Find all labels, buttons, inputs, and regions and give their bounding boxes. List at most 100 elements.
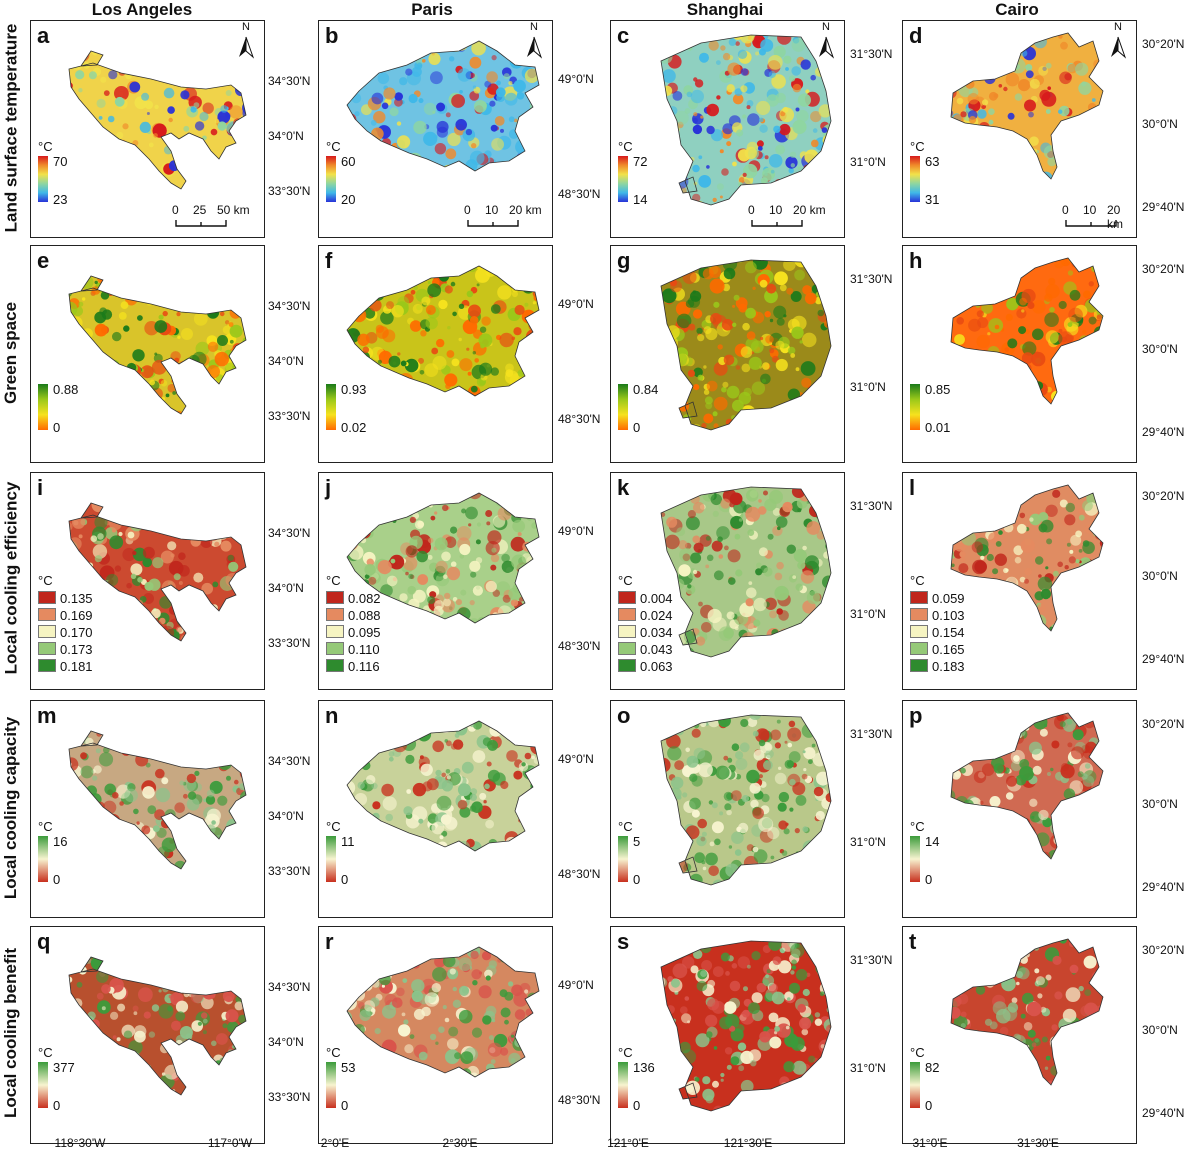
panel-letter: k	[617, 475, 630, 500]
latitude-label: 30°0'N	[1142, 1023, 1178, 1037]
map-panel-i: i °C 0.135 0.169 0.170 0.173 0.181	[30, 472, 265, 690]
class-swatch	[38, 659, 56, 672]
class-value: 0.043	[640, 642, 673, 657]
efficiency-class: 0.110	[326, 642, 380, 657]
latitude-label: 30°0'N	[1142, 569, 1178, 583]
colorbar-min: 0	[53, 872, 61, 887]
row-title-local-cooling-efficiency: Local cooling efficiency	[1, 481, 20, 674]
panel-letter: q	[37, 929, 51, 954]
panel-letter: t	[909, 929, 917, 954]
map-panel-j: j °C 0.082 0.088 0.095 0.110 0.116	[318, 472, 553, 690]
latitude-label: 31°0'N	[850, 607, 886, 621]
efficiency-class: 0.181	[38, 659, 93, 674]
class-swatch	[38, 608, 56, 621]
colorbar	[38, 1062, 48, 1108]
scale-label: 10	[769, 203, 783, 217]
efficiency-class: 0.063	[618, 659, 673, 674]
colorbar-max: 53	[341, 1060, 356, 1075]
scale-bar	[1065, 220, 1117, 227]
panel-letter: a	[37, 23, 50, 48]
scale-label: 0	[748, 203, 755, 217]
latitude-label: 31°30'N	[850, 727, 893, 741]
city-map-cairo	[950, 257, 1104, 405]
longitude-label: 2°0'E	[320, 1136, 350, 1150]
latitude-label: 34°30'N	[268, 299, 311, 313]
colorbar	[38, 384, 48, 430]
class-swatch	[910, 591, 928, 604]
colorbar-min: 0	[925, 1098, 933, 1113]
colorbar-min: 0	[53, 1098, 61, 1113]
colorbar	[326, 384, 336, 430]
panel-letter: j	[325, 475, 332, 500]
class-swatch	[38, 625, 56, 638]
colorbar-min: 0.02	[341, 420, 367, 435]
scale-label: 20 km	[793, 203, 826, 217]
colorbar-min: 14	[633, 192, 648, 207]
colorbar-max: 60	[341, 154, 356, 169]
class-value: 0.183	[932, 659, 965, 674]
unit-label: °C	[910, 573, 925, 588]
panel-letter: d	[909, 23, 923, 48]
efficiency-class: 0.116	[326, 659, 380, 674]
north-arrow-icon	[1111, 36, 1127, 59]
efficiency-class: 0.059	[910, 591, 965, 606]
efficiency-class: 0.024	[618, 608, 673, 623]
latitude-label: 31°30'N	[850, 272, 893, 286]
class-swatch	[618, 625, 636, 638]
latitude-label: 29°40'N	[1142, 200, 1185, 214]
latitude-label: 30°0'N	[1142, 342, 1178, 356]
north-label: N	[530, 21, 538, 33]
class-swatch	[910, 608, 928, 621]
city-map-la	[68, 275, 247, 415]
class-swatch	[38, 591, 56, 604]
latitude-label: 31°0'N	[850, 835, 886, 849]
panel-letter: g	[617, 248, 631, 273]
colorbar	[618, 384, 628, 430]
class-value: 0.024	[640, 608, 673, 623]
scale-bar	[751, 220, 803, 227]
colorbar-min: 20	[341, 192, 356, 207]
class-swatch	[618, 642, 636, 655]
row-title-land-surface-temperature: Land surface temperature	[1, 23, 21, 232]
class-value: 0.004	[640, 591, 673, 606]
class-swatch	[910, 642, 928, 655]
row-title-local-cooling-benefit: Local cooling benefit	[1, 947, 21, 1118]
latitude-label: 49°0'N	[558, 752, 594, 766]
city-map-cairo	[950, 712, 1104, 860]
colorbar-max: 14	[925, 834, 940, 849]
scale-label: 0	[172, 203, 179, 217]
class-swatch	[910, 625, 928, 638]
colorbar-max: 136	[633, 1060, 655, 1075]
latitude-label: 30°20'N	[1142, 262, 1185, 276]
class-value: 0.088	[348, 608, 381, 623]
colorbar-max: 0.88	[53, 382, 79, 397]
colorbar	[618, 156, 628, 202]
panel-letter: h	[909, 248, 923, 273]
map-panel-n: n °C 11 0	[318, 700, 553, 918]
class-value: 0.165	[932, 642, 965, 657]
colorbar-max: 63	[925, 154, 940, 169]
city-map-shanghai	[660, 486, 832, 658]
latitude-label: 29°40'N	[1142, 1106, 1185, 1120]
latitude-label: 33°30'N	[268, 864, 311, 878]
city-map-shanghai	[660, 940, 832, 1112]
class-value: 0.063	[640, 659, 673, 674]
latitude-label: 29°40'N	[1142, 652, 1185, 666]
colorbar-max: 5	[633, 834, 641, 849]
class-value: 0.181	[60, 659, 93, 674]
colorbar-max: 0.84	[633, 382, 659, 397]
unit-label: °C	[38, 573, 53, 588]
latitude-label: 48°30'N	[558, 1093, 601, 1107]
latitude-label: 31°30'N	[850, 47, 893, 61]
latitude-label: 30°20'N	[1142, 37, 1185, 51]
unit-label: °C	[326, 819, 341, 834]
latitude-label: 29°40'N	[1142, 880, 1185, 894]
colorbar-min: 31	[925, 192, 940, 207]
city-map-shanghai	[660, 259, 832, 431]
map-panel-g: g 0.84 0	[610, 245, 845, 463]
colorbar-max: 72	[633, 154, 648, 169]
colorbar-min: 0	[633, 1098, 641, 1113]
latitude-label: 33°30'N	[268, 184, 311, 198]
city-map-paris	[346, 265, 540, 397]
city-map-la	[68, 50, 247, 190]
